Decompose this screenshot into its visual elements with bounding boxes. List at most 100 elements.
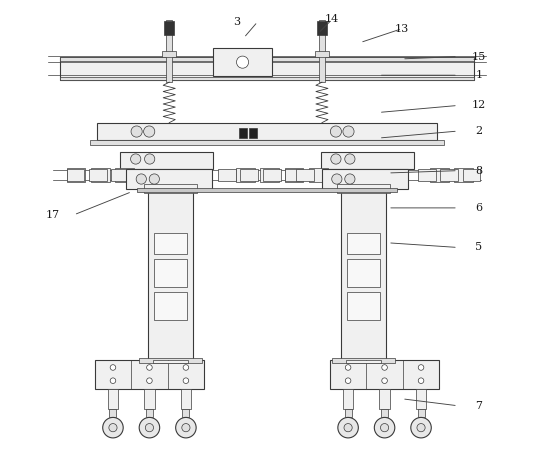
Bar	[462, 169, 480, 181]
Text: 8: 8	[475, 166, 482, 176]
Bar	[97, 123, 437, 141]
Bar	[418, 409, 425, 417]
Bar	[337, 184, 390, 193]
Text: 2: 2	[475, 126, 482, 136]
Text: 5: 5	[475, 242, 482, 253]
Circle shape	[345, 365, 351, 370]
Bar	[342, 189, 386, 359]
Bar	[317, 21, 327, 35]
Text: 13: 13	[395, 24, 409, 34]
Circle shape	[344, 424, 352, 432]
Bar	[330, 360, 439, 389]
Bar	[380, 389, 390, 409]
Bar	[239, 128, 247, 138]
Circle shape	[331, 154, 341, 164]
Bar	[332, 358, 395, 363]
Bar	[181, 389, 191, 409]
Circle shape	[149, 174, 160, 184]
Bar	[315, 50, 329, 57]
Circle shape	[183, 365, 189, 370]
Circle shape	[331, 126, 342, 137]
Bar	[146, 409, 153, 417]
Circle shape	[418, 378, 424, 383]
Bar	[154, 292, 187, 319]
Bar	[115, 168, 134, 182]
Bar	[440, 169, 458, 181]
Bar	[296, 169, 314, 181]
Circle shape	[144, 126, 155, 137]
Bar	[154, 234, 187, 255]
Bar	[344, 409, 351, 417]
Circle shape	[345, 174, 355, 184]
Circle shape	[131, 126, 142, 137]
Text: 12: 12	[472, 100, 486, 111]
Bar	[67, 168, 85, 182]
Bar	[343, 389, 353, 409]
Bar	[154, 259, 187, 287]
Bar	[454, 168, 473, 182]
Circle shape	[237, 56, 249, 68]
Bar	[108, 389, 118, 409]
Circle shape	[338, 417, 358, 438]
Bar	[322, 169, 408, 189]
Circle shape	[183, 378, 189, 383]
Bar	[126, 169, 212, 189]
Circle shape	[345, 378, 351, 383]
Circle shape	[182, 424, 190, 432]
Bar	[236, 168, 255, 182]
Bar	[120, 152, 214, 169]
Bar	[109, 409, 116, 417]
Bar	[347, 292, 380, 319]
Bar	[91, 168, 109, 182]
Circle shape	[382, 365, 387, 370]
Bar	[346, 360, 381, 363]
Bar	[148, 189, 192, 359]
Circle shape	[380, 424, 389, 432]
Bar	[112, 169, 129, 181]
Circle shape	[176, 417, 196, 438]
Circle shape	[147, 378, 152, 383]
Bar	[218, 169, 236, 181]
Text: 17: 17	[46, 210, 60, 220]
Text: 15: 15	[472, 51, 486, 62]
Text: 1: 1	[475, 70, 482, 80]
Bar	[95, 360, 204, 389]
Bar	[249, 128, 257, 138]
Circle shape	[332, 174, 342, 184]
Circle shape	[374, 417, 395, 438]
Bar	[60, 57, 474, 61]
Bar	[381, 409, 388, 417]
Bar	[60, 77, 474, 80]
Bar	[162, 50, 176, 57]
Bar	[416, 389, 426, 409]
Bar	[153, 360, 188, 363]
Circle shape	[139, 417, 160, 438]
Bar	[263, 169, 280, 181]
Circle shape	[103, 417, 123, 438]
Bar	[418, 169, 436, 181]
Circle shape	[131, 154, 141, 164]
Bar	[67, 169, 84, 181]
Circle shape	[345, 154, 355, 164]
Bar	[285, 169, 303, 181]
Bar	[240, 169, 258, 181]
Circle shape	[145, 154, 155, 164]
Bar	[144, 184, 197, 193]
Text: 3: 3	[233, 17, 240, 27]
Circle shape	[145, 424, 154, 432]
Circle shape	[136, 174, 146, 184]
Bar	[164, 21, 174, 35]
Circle shape	[411, 417, 431, 438]
Circle shape	[110, 378, 116, 383]
Bar	[90, 140, 444, 145]
Circle shape	[382, 378, 387, 383]
Bar	[166, 20, 172, 82]
Bar	[261, 168, 279, 182]
Text: 7: 7	[475, 401, 482, 411]
Circle shape	[109, 424, 117, 432]
Bar	[139, 358, 202, 363]
Text: 6: 6	[475, 203, 482, 213]
Bar	[144, 389, 154, 409]
Bar	[430, 168, 449, 182]
Bar	[183, 409, 190, 417]
